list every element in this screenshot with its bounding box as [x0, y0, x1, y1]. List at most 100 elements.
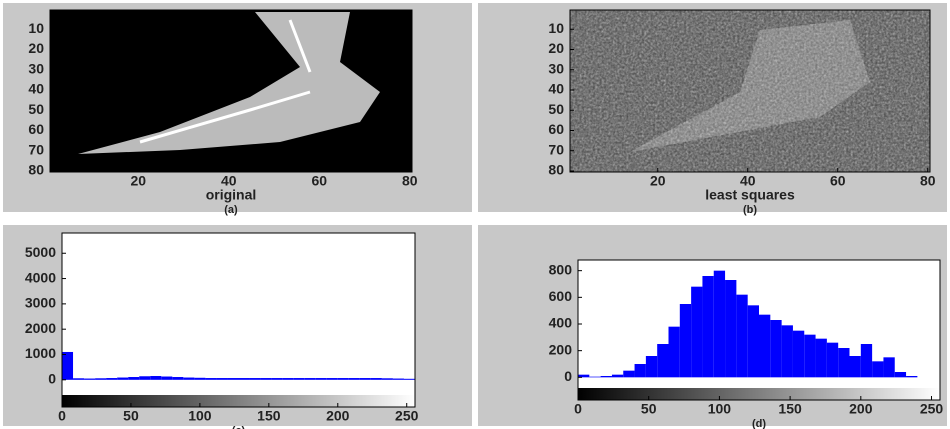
histogram-bar	[271, 378, 283, 380]
histogram-bar	[872, 361, 884, 378]
y-tick-label: 80	[548, 162, 564, 178]
x-tick-label: 0	[574, 401, 582, 417]
y-tick-label: 50	[548, 101, 564, 117]
y-tick-label: 400	[549, 315, 573, 331]
x-tick-label: 250	[395, 408, 419, 424]
y-tick-label: 3000	[25, 295, 56, 311]
y-tick-label: 20	[548, 40, 564, 56]
histogram-bar	[600, 376, 612, 378]
histogram-bar	[826, 342, 839, 378]
axes-frame	[61, 232, 416, 408]
colorbar	[578, 388, 940, 400]
histogram-bar	[150, 376, 162, 380]
x-tick-label: 80	[402, 173, 418, 189]
axes-frame	[49, 9, 413, 173]
histogram-bar	[894, 372, 907, 378]
x-tick-label: 40	[740, 173, 756, 189]
histogram-bar	[183, 377, 195, 380]
x-tick-label: 80	[920, 173, 936, 189]
histogram-bar	[73, 378, 85, 380]
y-tick-label: 40	[548, 81, 564, 97]
x-tick-label: 200	[326, 408, 350, 424]
caption: (b)	[743, 204, 757, 216]
y-tick-label: 60	[28, 121, 44, 137]
y-tick-label: 30	[28, 60, 44, 76]
axes-frame	[569, 9, 931, 173]
histogram-bar	[906, 376, 918, 378]
y-tick-label: 2000	[25, 320, 56, 336]
histogram-bar	[172, 377, 184, 380]
histogram-bar	[403, 378, 415, 380]
y-tick-label: 70	[548, 141, 564, 157]
histogram-bar	[849, 356, 861, 378]
histogram-bar	[713, 270, 726, 378]
x-tick-label: 40	[221, 173, 237, 189]
y-tick-label: 70	[28, 141, 44, 157]
histogram-bar	[326, 378, 338, 380]
histogram-bar	[781, 325, 793, 378]
histogram-bar	[657, 344, 669, 378]
histogram-bar	[679, 304, 692, 378]
histogram-bar	[725, 280, 737, 378]
axes-frame	[577, 259, 941, 401]
histogram-bar	[860, 344, 873, 378]
y-tick-label: 800	[549, 261, 573, 277]
x-tick-label: 200	[849, 401, 873, 417]
y-tick-label: 10	[28, 20, 44, 36]
x-tick-label: 250	[920, 401, 944, 417]
y-tick-label: 10	[548, 20, 564, 36]
image-noise	[570, 10, 930, 172]
histogram-bar	[227, 378, 239, 380]
histogram-bar	[194, 377, 206, 380]
histogram-bar	[792, 330, 805, 378]
x-tick-label: 20	[130, 173, 146, 189]
image-foot-detail	[139, 19, 312, 144]
y-tick-label: 80	[28, 162, 44, 178]
caption: (c)	[232, 425, 246, 429]
x-tick-label: 50	[641, 401, 657, 417]
histogram-bar	[578, 374, 590, 378]
histogram-bar	[337, 378, 349, 380]
y-tick-label: 600	[549, 288, 573, 304]
histogram-bar	[623, 370, 635, 378]
y-tick-label: 60	[548, 121, 564, 137]
x-axis-label: least squares	[705, 187, 795, 203]
x-tick-label: 20	[650, 173, 666, 189]
histogram-bar	[838, 348, 850, 378]
histogram-bar	[216, 378, 228, 380]
histogram-bar	[736, 294, 748, 378]
histogram-bar	[359, 378, 371, 380]
histogram-bar	[804, 334, 816, 378]
y-tick-label: 4000	[25, 269, 56, 285]
histogram-bar	[205, 378, 217, 380]
x-tick-label: 60	[830, 173, 846, 189]
histogram-bar	[106, 378, 118, 380]
histogram-bar	[747, 305, 759, 378]
histogram-bar	[84, 378, 96, 380]
image-foot	[630, 20, 870, 152]
histogram-bar	[770, 320, 782, 378]
x-tick-label: 100	[708, 401, 732, 417]
x-tick-label: 100	[188, 408, 212, 424]
histogram-bar	[645, 356, 658, 378]
histogram-bar	[117, 377, 129, 380]
histogram-bar	[611, 374, 624, 378]
histogram-bar	[589, 376, 601, 378]
histogram-bar	[304, 378, 316, 380]
y-tick-label: 0	[48, 371, 56, 387]
image-foot	[78, 12, 380, 154]
x-tick-label: 150	[778, 401, 802, 417]
histogram-bar	[883, 357, 895, 378]
x-tick-label: 60	[311, 173, 327, 189]
x-tick-label: 50	[123, 408, 139, 424]
y-tick-label: 50	[28, 101, 44, 117]
y-tick-label: 200	[549, 341, 573, 357]
histogram-bar	[668, 326, 680, 378]
y-tick-label: 5000	[25, 244, 56, 260]
histogram-bar	[315, 378, 327, 380]
histogram-bar	[759, 314, 771, 378]
histogram-bar	[370, 378, 382, 380]
y-tick-label: 0	[564, 368, 572, 384]
histogram-bar	[249, 378, 261, 380]
